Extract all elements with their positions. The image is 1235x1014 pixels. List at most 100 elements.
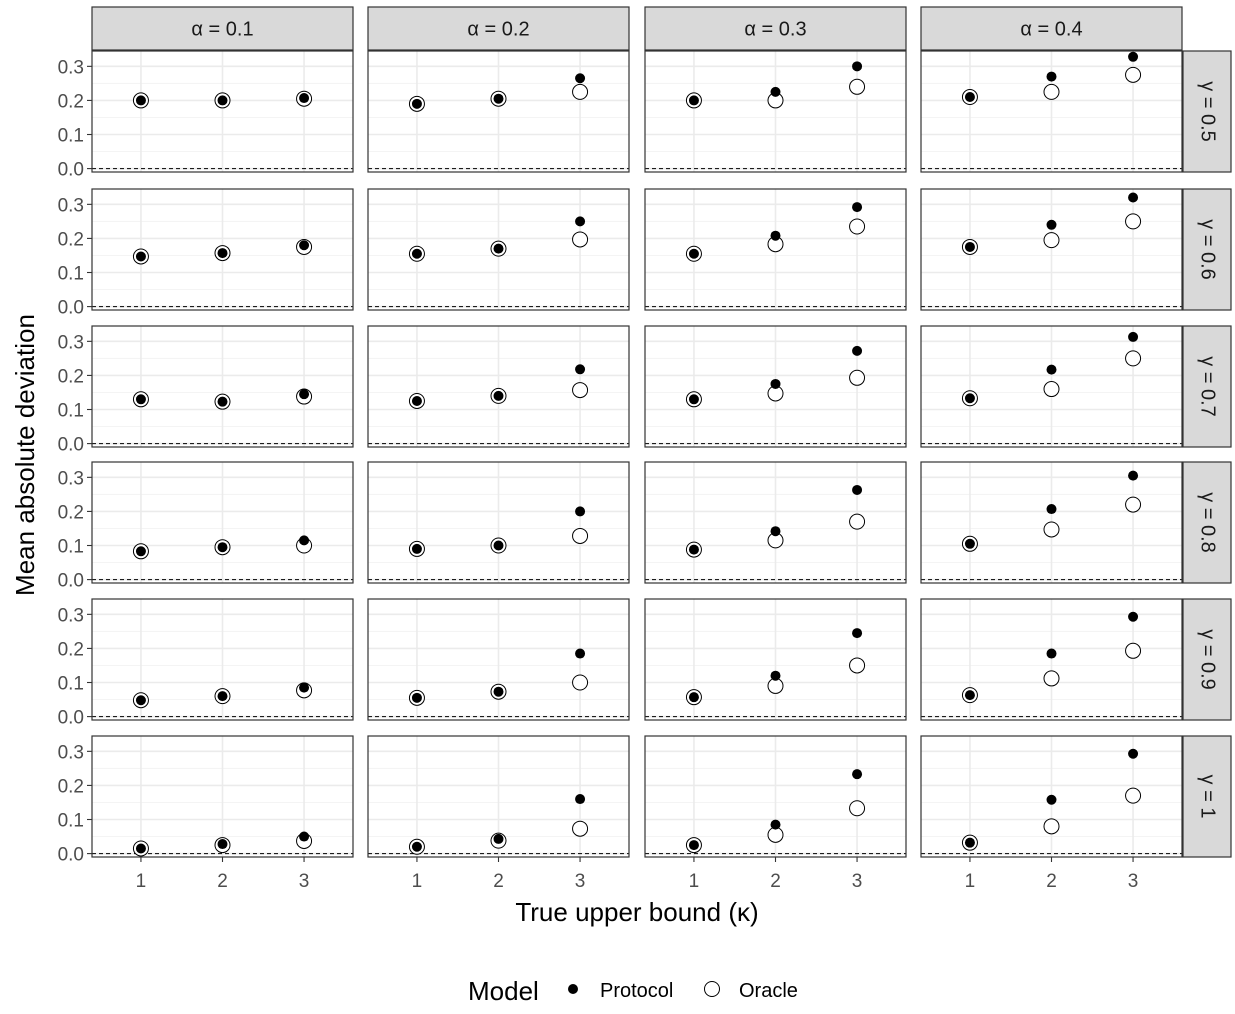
y-tick-label: 0.3 bbox=[58, 57, 84, 78]
panel-border bbox=[91, 325, 354, 448]
facet-column-strip-bg bbox=[644, 6, 907, 51]
panel-border bbox=[367, 188, 630, 311]
legend-title: Model bbox=[468, 976, 539, 1006]
oracle-point bbox=[849, 369, 866, 386]
facet-column-strip: α = 0.4 bbox=[920, 6, 1183, 51]
facet-column-label: α = 0.2 bbox=[467, 19, 529, 41]
oracle-point bbox=[849, 657, 866, 674]
protocol-point bbox=[1128, 748, 1139, 759]
protocol-point bbox=[1128, 611, 1139, 622]
y-tick-label: 0.0 bbox=[58, 571, 84, 592]
protocol-point bbox=[1046, 219, 1057, 230]
protocol-point bbox=[770, 670, 781, 681]
y-tick-label: 0.3 bbox=[58, 742, 84, 763]
panel-border bbox=[644, 325, 907, 448]
x-tick-label: 2 bbox=[493, 871, 504, 892]
protocol-point bbox=[964, 538, 975, 549]
protocol-point bbox=[493, 540, 504, 551]
protocol-point bbox=[1128, 51, 1139, 62]
x-tick-label: 1 bbox=[412, 871, 423, 892]
protocol-point bbox=[411, 841, 422, 852]
protocol-point bbox=[770, 378, 781, 389]
facet-row-strip-bg bbox=[1182, 50, 1232, 173]
protocol-point bbox=[299, 831, 310, 842]
oracle-point bbox=[572, 231, 589, 248]
protocol-point bbox=[770, 86, 781, 97]
protocol-point bbox=[964, 837, 975, 848]
protocol-point bbox=[135, 546, 146, 557]
panel-border bbox=[367, 50, 630, 173]
panel-border bbox=[644, 188, 907, 311]
y-tick-label: 0.1 bbox=[58, 537, 84, 558]
oracle-point bbox=[1125, 787, 1142, 804]
y-tick-label: 0.0 bbox=[58, 845, 84, 866]
y-axis-title: Mean absolute deviation bbox=[10, 314, 40, 596]
facet-row-strip: γ = 1 bbox=[1182, 735, 1232, 858]
y-tick-label: 0.3 bbox=[58, 195, 84, 216]
y-tick-label: 0.3 bbox=[58, 332, 84, 353]
oracle-point bbox=[1043, 818, 1060, 835]
protocol-point bbox=[852, 484, 863, 495]
protocol-point bbox=[1128, 192, 1139, 203]
facet-column-strip-bg bbox=[91, 6, 354, 51]
oracle-point bbox=[1125, 66, 1142, 83]
panel-border bbox=[644, 50, 907, 173]
protocol-point bbox=[217, 396, 228, 407]
panel-border bbox=[920, 50, 1183, 173]
panel-border bbox=[920, 598, 1183, 721]
panel-border bbox=[920, 325, 1183, 448]
oracle-point bbox=[1043, 521, 1060, 538]
oracle-point bbox=[572, 674, 589, 691]
facet-row-label: γ = 1 bbox=[1197, 775, 1219, 819]
protocol-point bbox=[575, 506, 586, 517]
protocol-point bbox=[135, 394, 146, 405]
legend-oracle-marker bbox=[704, 981, 720, 997]
protocol-point bbox=[688, 248, 699, 259]
protocol-point bbox=[493, 686, 504, 697]
protocol-point bbox=[135, 843, 146, 854]
protocol-point bbox=[135, 695, 146, 706]
panel-border bbox=[91, 461, 354, 584]
panel-border bbox=[920, 461, 1183, 584]
panel-border bbox=[367, 325, 630, 448]
x-tick-label: 1 bbox=[136, 871, 147, 892]
oracle-point bbox=[1043, 670, 1060, 687]
x-tick-label: 3 bbox=[575, 871, 586, 892]
y-tick-label: 0.2 bbox=[58, 639, 84, 660]
legend-protocol-marker bbox=[568, 984, 578, 994]
protocol-point bbox=[852, 202, 863, 213]
protocol-point bbox=[1128, 470, 1139, 481]
protocol-point bbox=[411, 98, 422, 109]
facet-row-label: γ = 0.9 bbox=[1197, 629, 1219, 690]
y-tick-label: 0.2 bbox=[58, 776, 84, 797]
facet-panel bbox=[91, 325, 354, 448]
protocol-point bbox=[575, 794, 586, 805]
facet-panel bbox=[367, 50, 630, 173]
panel-border bbox=[644, 598, 907, 721]
facet-panel bbox=[920, 598, 1183, 721]
y-tick-label: 0.1 bbox=[58, 811, 84, 832]
x-tick-label: 1 bbox=[965, 871, 976, 892]
facet-panel bbox=[91, 461, 354, 584]
facet-column-strip-bg bbox=[920, 6, 1183, 51]
protocol-point bbox=[217, 248, 228, 259]
facet-row-strip-bg bbox=[1182, 188, 1232, 311]
protocol-point bbox=[299, 240, 310, 251]
facet-row-strip: γ = 0.8 bbox=[1182, 461, 1232, 584]
facet-panel bbox=[920, 188, 1183, 311]
facet-row-label: γ = 0.8 bbox=[1197, 492, 1219, 553]
oracle-point bbox=[1125, 496, 1142, 513]
x-tick-label: 2 bbox=[217, 871, 228, 892]
facet-row-label: γ = 0.6 bbox=[1197, 219, 1219, 280]
protocol-point bbox=[964, 92, 975, 103]
oracle-point bbox=[1043, 83, 1060, 100]
x-tick-label: 2 bbox=[1046, 871, 1057, 892]
protocol-point bbox=[852, 769, 863, 780]
protocol-point bbox=[299, 682, 310, 693]
y-tick-label: 0.1 bbox=[58, 126, 84, 147]
panel-border bbox=[91, 50, 354, 173]
facet-panel bbox=[644, 50, 907, 173]
y-tick-label: 0.0 bbox=[58, 708, 84, 729]
